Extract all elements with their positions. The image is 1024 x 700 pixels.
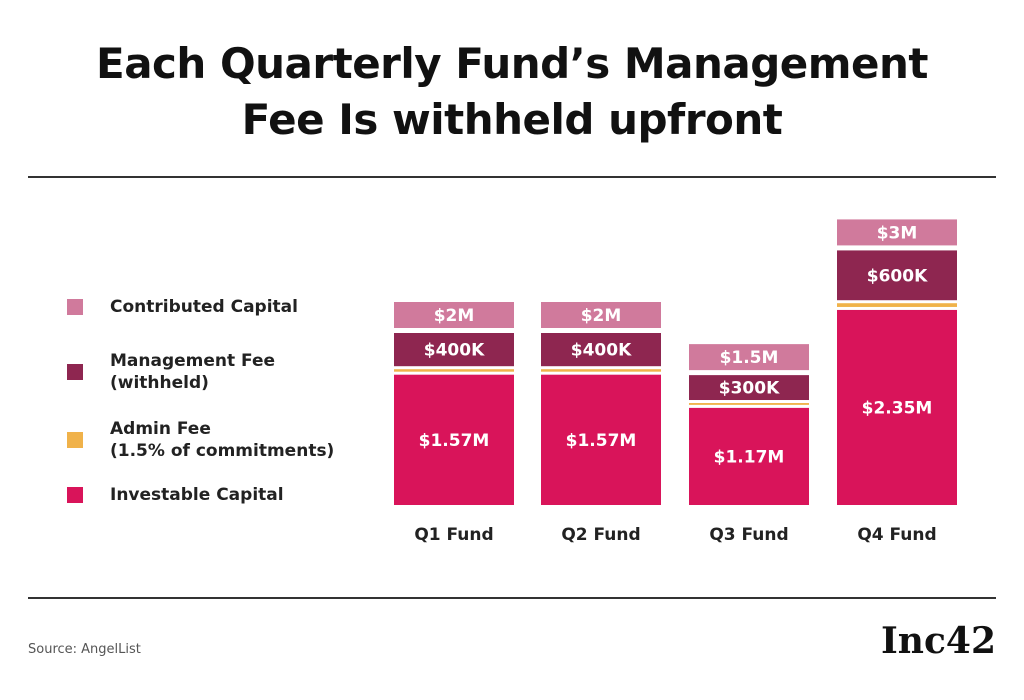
bar-segment bbox=[541, 333, 661, 367]
bar-segment bbox=[394, 333, 514, 367]
legend-swatch bbox=[67, 432, 83, 448]
value-label: $1.5M bbox=[720, 348, 779, 368]
bar-segment bbox=[541, 302, 661, 328]
bar-segment bbox=[837, 250, 957, 301]
bar-segment bbox=[689, 375, 809, 401]
legend-label: Contributed Capital bbox=[110, 297, 298, 317]
bar-segment bbox=[394, 302, 514, 328]
bar-segment bbox=[837, 303, 957, 307]
legend-item: Investable Capital bbox=[67, 484, 284, 506]
logo: Inc42 bbox=[880, 620, 996, 662]
legend-item: Management Fee (withheld) bbox=[67, 350, 275, 394]
value-label: $400K bbox=[424, 341, 485, 361]
bar-segment bbox=[689, 344, 809, 371]
bar-segment bbox=[837, 309, 957, 505]
chart-title: Each Quarterly Fund’s Management Fee Is … bbox=[96, 39, 928, 144]
value-label: $1.17M bbox=[714, 447, 785, 467]
x-tick-label: Q1 Fund bbox=[414, 525, 493, 545]
value-label: $400K bbox=[571, 341, 632, 361]
value-label: $2M bbox=[434, 306, 475, 326]
x-tick-label: Q3 Fund bbox=[709, 525, 788, 545]
value-label: $2M bbox=[581, 306, 622, 326]
bar-segment bbox=[394, 374, 514, 505]
x-tick-label: Q2 Fund bbox=[561, 525, 640, 545]
value-label: $3M bbox=[877, 223, 918, 243]
legend-item: Admin Fee (1.5% of commitments) bbox=[67, 418, 334, 462]
legend-label: Investable Capital bbox=[110, 485, 284, 505]
bar-segment bbox=[837, 219, 957, 246]
bar-segment bbox=[689, 407, 809, 505]
legend-label: Management Fee (withheld) bbox=[110, 351, 276, 393]
legend-label: Admin Fee (1.5% of commitments) bbox=[110, 419, 335, 461]
legend-swatch bbox=[67, 299, 83, 315]
source: Source: AngelList bbox=[28, 642, 141, 657]
value-label: $300K bbox=[719, 379, 780, 399]
legend-item: Contributed Capital bbox=[67, 296, 298, 318]
value-label: $1.57M bbox=[419, 431, 490, 451]
legend-swatch bbox=[67, 364, 83, 380]
value-label: $2.35M bbox=[862, 398, 933, 418]
legend-swatch bbox=[67, 487, 83, 503]
divider bbox=[28, 176, 996, 178]
bar-segment bbox=[541, 374, 661, 505]
x-tick-label: Q4 Fund bbox=[857, 525, 936, 545]
bar-segment bbox=[394, 369, 514, 372]
divider bbox=[28, 597, 996, 599]
value-label: $1.57M bbox=[566, 431, 637, 451]
value-label: $600K bbox=[867, 266, 928, 286]
bar-segment bbox=[541, 369, 661, 372]
bar-segment bbox=[689, 403, 809, 405]
